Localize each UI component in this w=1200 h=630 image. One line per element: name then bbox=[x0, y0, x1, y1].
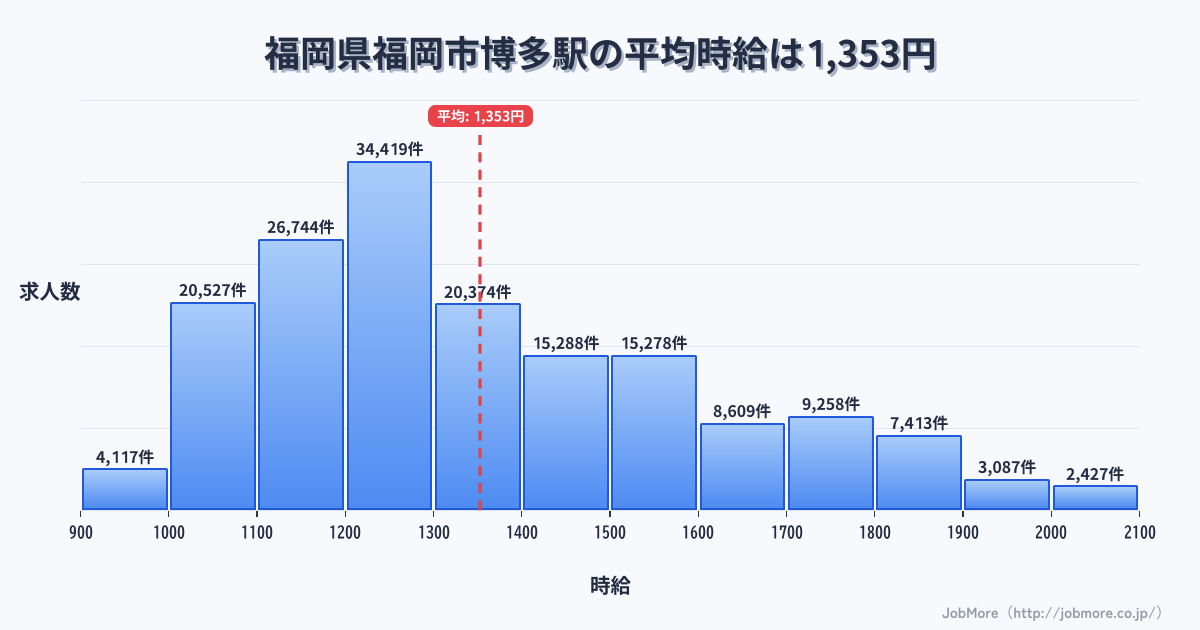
bar-value-label bbox=[620, 335, 688, 353]
x-axis-tick bbox=[168, 510, 170, 517]
histogram-bar bbox=[876, 434, 962, 511]
gridline bbox=[80, 264, 1140, 266]
bar-value-label bbox=[802, 396, 860, 414]
histogram-bar bbox=[1052, 485, 1139, 511]
bar-value-label bbox=[356, 141, 424, 159]
x-axis-tick-label bbox=[859, 524, 891, 540]
average-badge-label bbox=[437, 109, 524, 125]
bar-value-label bbox=[267, 219, 335, 237]
histogram-bar bbox=[699, 422, 786, 511]
average-badge bbox=[428, 105, 533, 127]
x-axis-tick-label bbox=[771, 524, 803, 540]
x-axis-tick bbox=[521, 510, 523, 517]
chart-title bbox=[264, 35, 937, 77]
histogram-bar bbox=[346, 160, 433, 511]
x-axis-title bbox=[590, 575, 631, 596]
gridline bbox=[80, 182, 1140, 184]
x-axis-tick-label bbox=[947, 524, 979, 540]
histogram-bar bbox=[611, 355, 697, 511]
gridline bbox=[80, 100, 1140, 102]
x-axis-tick-label bbox=[418, 524, 450, 540]
x-axis-tick bbox=[432, 510, 435, 517]
x-axis-tick-label bbox=[594, 524, 626, 540]
x-axis-tick-label bbox=[329, 524, 361, 540]
bar-value-label bbox=[179, 282, 247, 300]
x-axis-tick bbox=[785, 510, 788, 517]
histogram-bar bbox=[258, 238, 344, 511]
average-line bbox=[478, 135, 482, 511]
x-axis-tick bbox=[1050, 510, 1052, 517]
bar-value-label bbox=[1066, 466, 1124, 484]
histogram-bar bbox=[434, 303, 521, 511]
x-axis-tick bbox=[962, 510, 964, 517]
x-axis-tick bbox=[344, 510, 346, 517]
x-axis-tick-label bbox=[1124, 524, 1156, 540]
x-axis-tick-label bbox=[241, 524, 273, 540]
x-axis-tick-label bbox=[682, 524, 714, 540]
gridline bbox=[80, 346, 1140, 348]
gridline bbox=[80, 428, 1140, 430]
histogram-bar bbox=[964, 478, 1050, 511]
bar-value-label bbox=[95, 449, 154, 466]
x-axis-tick bbox=[1138, 510, 1141, 517]
x-axis-tick-label bbox=[506, 524, 538, 540]
histogram-bar bbox=[787, 416, 874, 511]
x-axis-tick-label bbox=[153, 524, 185, 540]
bar-value-label bbox=[978, 459, 1036, 477]
histogram-bar bbox=[523, 354, 609, 511]
bar-value-label bbox=[890, 415, 948, 433]
x-axis-tick-label bbox=[69, 524, 93, 540]
x-axis-tick bbox=[609, 510, 611, 517]
bar-value-label bbox=[444, 284, 512, 302]
histogram-bar bbox=[81, 468, 168, 511]
footer-credit bbox=[942, 604, 1171, 621]
histogram-bar bbox=[170, 301, 256, 511]
bar-value-label bbox=[532, 335, 600, 353]
x-axis-tick bbox=[256, 510, 258, 517]
x-axis-tick bbox=[697, 510, 699, 517]
x-axis-tick-label bbox=[1035, 524, 1067, 540]
x-axis-tick bbox=[874, 510, 876, 517]
x-axis-tick bbox=[79, 510, 82, 517]
y-axis-title bbox=[19, 281, 81, 302]
bar-value-label bbox=[713, 403, 771, 421]
